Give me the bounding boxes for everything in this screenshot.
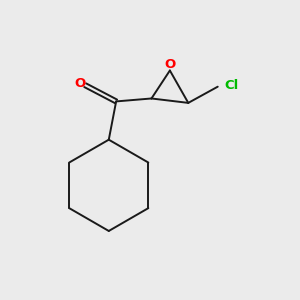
- Text: O: O: [74, 77, 86, 90]
- Text: O: O: [164, 58, 175, 70]
- Text: Cl: Cl: [224, 79, 238, 92]
